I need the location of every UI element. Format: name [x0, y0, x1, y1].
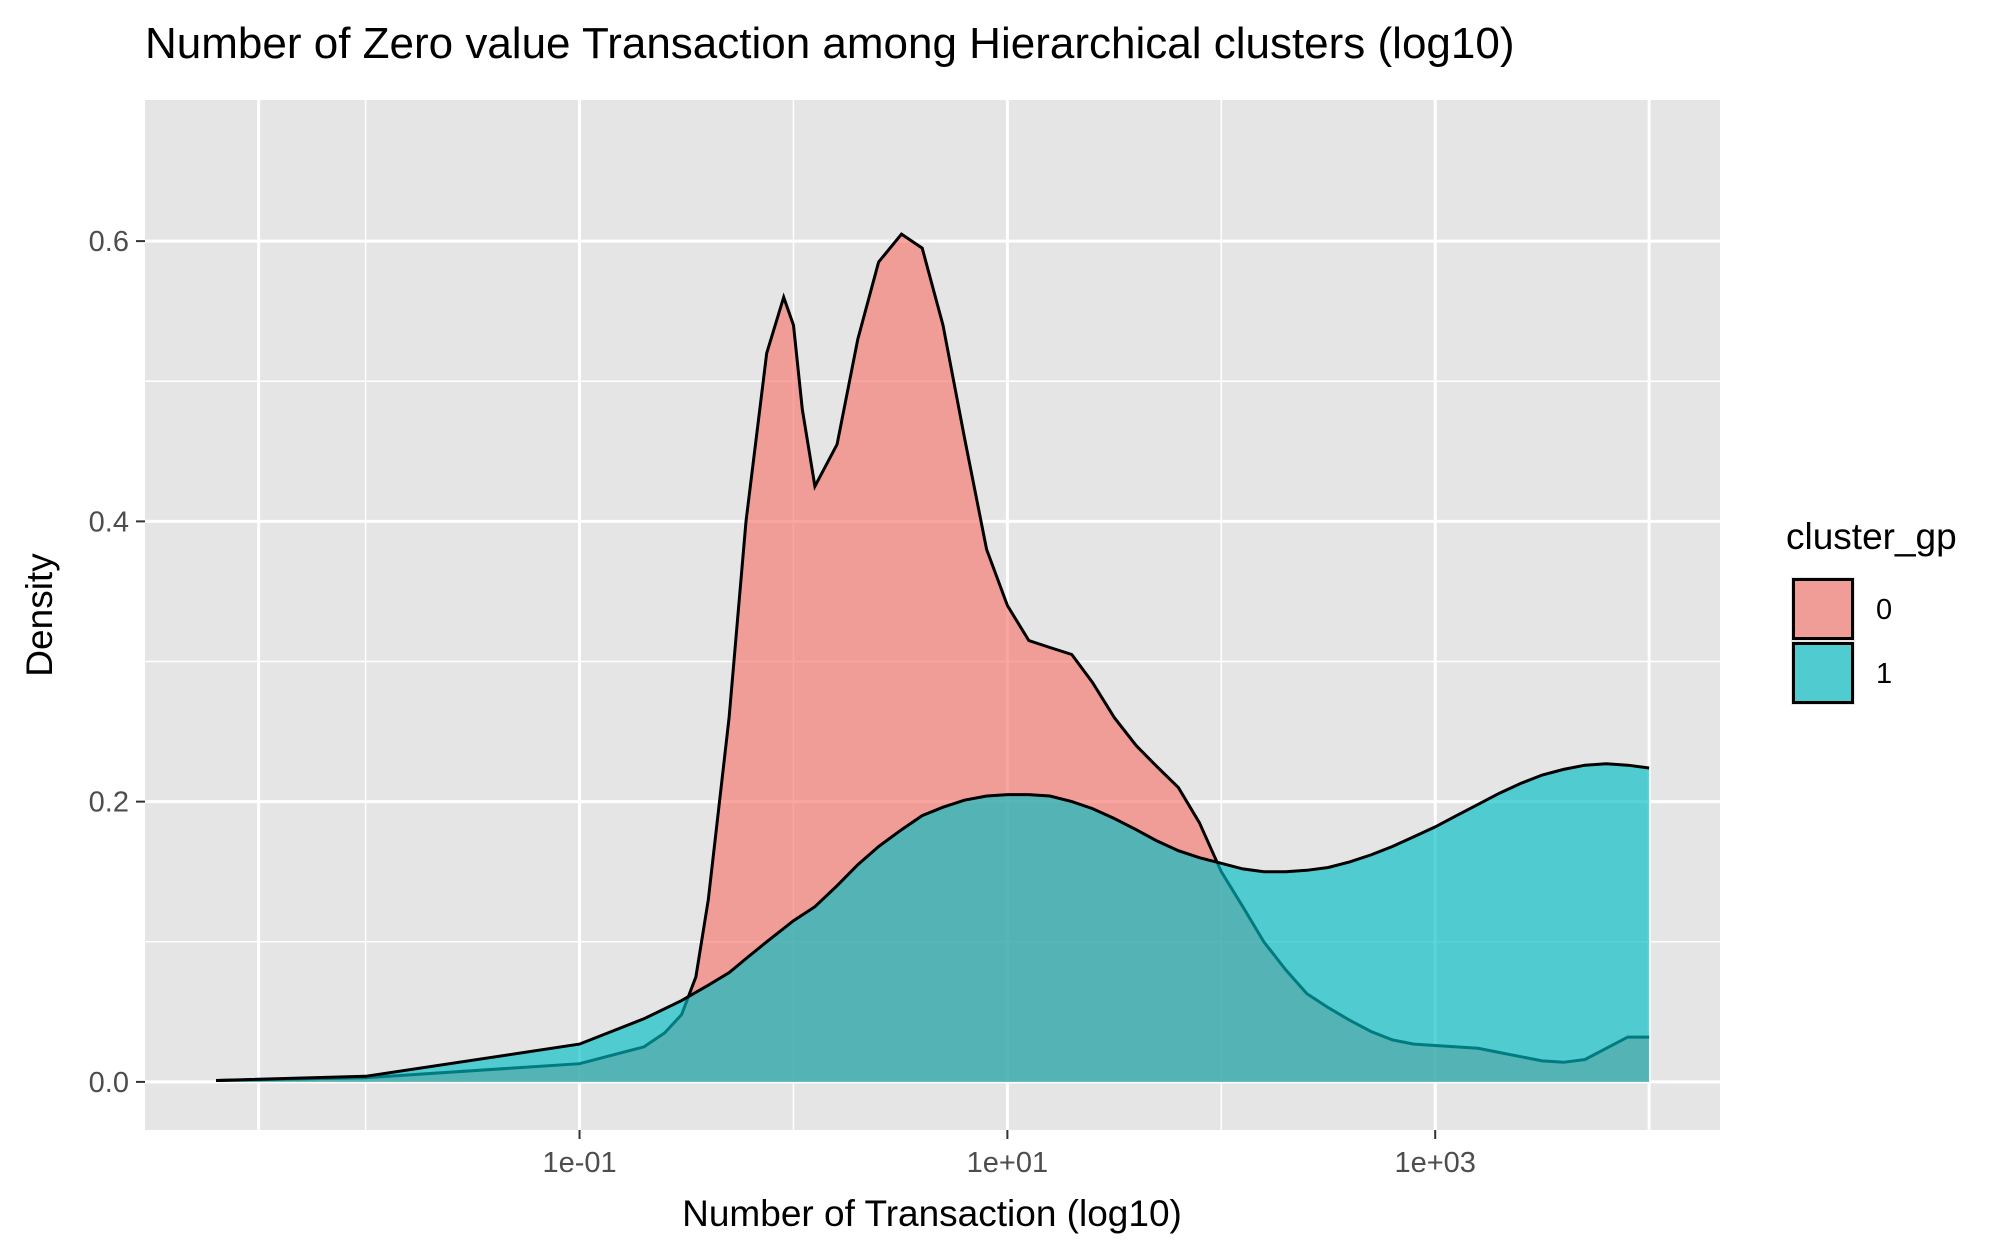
x-tick-label: 1e-01 — [542, 1147, 616, 1179]
chart-title: Number of Zero value Transaction among H… — [145, 19, 1514, 68]
series-layer — [216, 232, 1650, 1082]
density-area-0 — [216, 234, 1650, 1082]
legend-swatch-0 — [1792, 578, 1854, 640]
legend-label-1: 1 — [1876, 658, 1892, 690]
y-axis-title: Density — [19, 553, 60, 677]
legend-label-0: 0 — [1876, 594, 1892, 626]
y-tick-label: 0.2 — [89, 787, 129, 819]
x-axis-ticks: 1e-01 1e+01 1e+03 — [542, 1130, 1476, 1179]
legend-swatch-1 — [1792, 642, 1854, 704]
density-area-1 — [216, 763, 1650, 1082]
legend: cluster_gp 01 — [1786, 516, 1957, 705]
y-tick-label: 0.6 — [89, 226, 129, 258]
y-axis-ticks: 0.0 0.2 0.4 0.6 — [89, 226, 145, 1099]
legend-items: 01 — [1791, 577, 1892, 705]
y-tick-label: 0.4 — [89, 506, 129, 538]
x-axis-title: Number of Transaction (log10) — [682, 1193, 1182, 1234]
legend-title: cluster_gp — [1786, 516, 1957, 557]
x-tick-label: 1e+03 — [1394, 1147, 1475, 1179]
y-tick-label: 0.0 — [89, 1067, 129, 1099]
density-outline-1 — [216, 762, 1650, 1082]
x-tick-label: 1e+01 — [967, 1147, 1048, 1179]
